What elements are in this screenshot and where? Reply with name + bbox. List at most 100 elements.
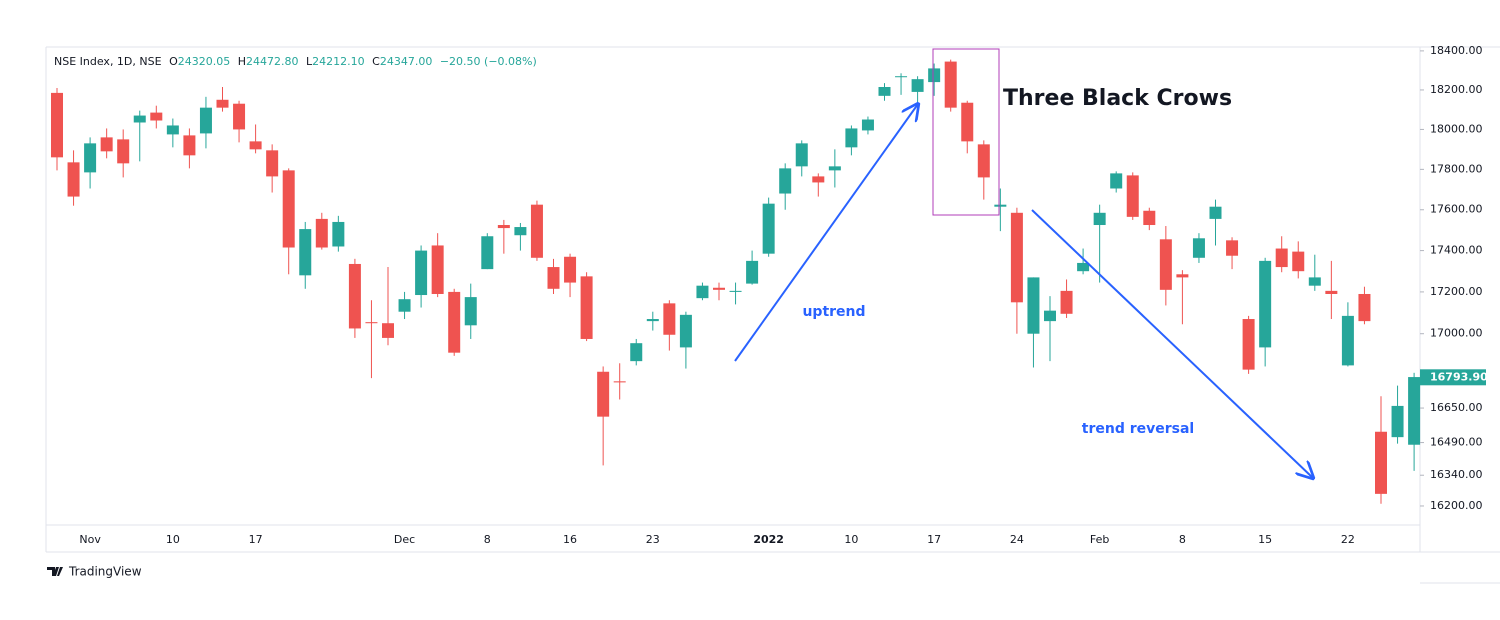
candle-body — [183, 135, 196, 156]
ohlc-value: 24472.80 — [246, 55, 299, 68]
candle-body — [795, 143, 808, 167]
candle-body — [1391, 405, 1404, 438]
candle-body — [249, 141, 262, 150]
y-tick-label: 17000.00 — [1430, 327, 1483, 340]
x-tick-label: 10 — [166, 533, 180, 546]
candle-body — [1226, 240, 1239, 256]
candle-body — [530, 204, 543, 258]
y-tick-label: 16200.00 — [1430, 499, 1483, 512]
symbol: NSE Index, 1D, NSE — [54, 55, 162, 68]
y-tick-label: 18000.00 — [1430, 122, 1483, 135]
candle-body — [348, 263, 361, 329]
x-tick-label: 16 — [563, 533, 577, 546]
candle-body — [977, 144, 990, 178]
candle-body — [696, 285, 709, 299]
candle-body — [150, 112, 163, 121]
candle-body — [233, 103, 246, 130]
x-tick-label: 8 — [1179, 533, 1186, 546]
candle-body — [133, 115, 146, 123]
frame — [45, 46, 1500, 584]
candle-body — [1358, 293, 1371, 322]
watermark: TradingView — [47, 565, 142, 579]
candle-body — [828, 166, 841, 171]
pattern-label: Three Black Crows — [1003, 86, 1232, 111]
candle-body — [1259, 260, 1272, 348]
candle-body — [216, 99, 229, 108]
candle-body — [1341, 315, 1354, 366]
x-tick-label: Feb — [1090, 533, 1109, 546]
candle-body — [382, 323, 394, 338]
candle-body — [1209, 206, 1222, 219]
candle-body — [1077, 262, 1090, 272]
uptrend-label: uptrend — [802, 304, 865, 320]
ohlc-value: 24320.05 — [178, 55, 231, 68]
ohlc-key: H — [238, 55, 246, 68]
candle-body — [597, 371, 610, 417]
candle-body — [1242, 319, 1255, 370]
candle-body — [497, 225, 510, 229]
y-tick-label: 18400.00 — [1430, 44, 1483, 57]
x-tick-label: 24 — [1010, 533, 1024, 546]
reversal-arrow — [1031, 209, 1313, 478]
candle-body — [199, 107, 212, 134]
candle-body — [630, 343, 643, 362]
candle-body — [481, 236, 494, 270]
x-tick-label: 8 — [484, 533, 491, 546]
candle-body — [994, 204, 1007, 207]
x-tick-label: Dec — [394, 533, 415, 546]
y-tick-label: 16340.00 — [1430, 468, 1483, 481]
candle-body — [1027, 277, 1040, 334]
candle-body — [779, 168, 792, 194]
y-tick-label: 18200.00 — [1430, 83, 1483, 96]
candle-body — [1308, 277, 1321, 286]
candle-body — [713, 287, 725, 290]
candle-body — [67, 162, 80, 197]
candle-body — [51, 92, 63, 158]
candle-body — [84, 143, 97, 173]
logo — [47, 567, 63, 576]
candle-body — [613, 381, 626, 383]
x-tick-label: 15 — [1258, 533, 1272, 546]
candle-body — [1044, 310, 1056, 322]
ohlc-key: O — [169, 55, 178, 68]
candle-body — [911, 79, 924, 92]
candle-body — [514, 227, 527, 236]
x-tick-label: 22 — [1341, 533, 1355, 546]
candle-body — [1159, 239, 1172, 290]
ohlc-value: 24212.10 — [312, 55, 365, 68]
annotations: Three Black Crows uptrend trend reversal — [734, 48, 1313, 478]
candles — [51, 59, 1421, 504]
candle-body — [117, 139, 130, 164]
x-tick-label: 17 — [927, 533, 941, 546]
ohlc-key: L — [306, 55, 313, 68]
candle-body — [1093, 212, 1106, 226]
candle-body — [812, 176, 825, 183]
candle-body — [415, 250, 428, 296]
candle-body — [729, 290, 742, 292]
watermark-text: TradingView — [68, 565, 142, 579]
x-tick-label: Nov — [79, 533, 101, 546]
x-tick-label: 2022 — [753, 533, 784, 546]
candle-body — [315, 218, 328, 248]
candle-body — [266, 150, 279, 177]
candle-body — [646, 319, 659, 322]
candle-body — [1126, 175, 1139, 217]
candle-body — [332, 221, 345, 247]
candle-body — [1192, 238, 1205, 258]
candle-body — [1275, 248, 1288, 268]
candle-body — [928, 68, 941, 83]
candle-body — [448, 291, 461, 353]
candle-body — [1408, 377, 1421, 445]
candle-body — [1060, 290, 1073, 314]
ohlc-value: 24347.00 — [380, 55, 433, 68]
candle-body — [1143, 210, 1156, 226]
candle-body — [398, 299, 411, 312]
candle-body — [961, 102, 974, 142]
candle-body — [861, 119, 874, 131]
candle-body — [1375, 431, 1387, 494]
candle-body — [1176, 274, 1189, 278]
candle-body — [1110, 173, 1123, 189]
candle-body — [1292, 251, 1305, 272]
y-tick-label: 16650.00 — [1430, 401, 1483, 414]
